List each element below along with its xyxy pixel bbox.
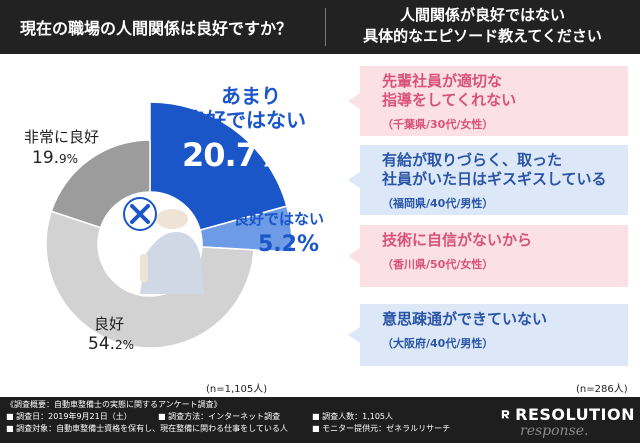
episode-text: 先輩社員が適切な 指導をしてくれない <box>382 72 618 110</box>
slice-value-not-good: 5.2% <box>258 232 320 257</box>
episode-respondent: （香川県/50代/女性） <box>382 258 494 271</box>
slice-label-not-good: 良好ではない <box>234 210 325 228</box>
episodes-title-line2: 具体的なエピソード教えてください <box>363 27 602 45</box>
episode-card-tail <box>348 172 360 188</box>
header-bar: 現在の職場の人間関係は良好ですか？ 人間関係が良好ではない 具体的なエピソード教… <box>0 0 640 54</box>
episodes-sample-size: (n=286人) <box>576 384 628 395</box>
chart-sample-size: (n=1,105人) <box>206 384 268 395</box>
slice-value-good: 54.2% <box>88 334 134 354</box>
survey-date: ■ 調査日：2019年9月21日（土） <box>6 412 132 421</box>
episode-card: 有給が取りづらく、取った 社員がいた日はギスギスしている （福岡県/40代/男性） <box>348 145 628 215</box>
survey-overview: 《調査概要：自動車整備士の実態に関するアンケート調査》 <box>6 400 222 409</box>
episode-text: 有給が取りづらく、取った 社員がいた日はギスギスしている <box>382 151 618 189</box>
resolution-logo: RESOLUTION <box>500 403 635 425</box>
slice-label-good: 良好 <box>94 315 125 333</box>
episode-text-line1: 先輩社員が適切な <box>382 72 503 90</box>
slice-label-very-good: 非常に良好 <box>24 128 100 146</box>
episodes-title: 人間関係が良好ではない 具体的なエピソード教えてください <box>330 5 635 49</box>
episode-card-tail <box>348 327 360 343</box>
person-shirt <box>140 232 204 294</box>
episode-respondent: （福岡県/40代/男性） <box>382 197 494 210</box>
episode-text-line1: 技術に自信がないから <box>382 231 533 249</box>
slice-value-very-good: 19.9% <box>32 148 78 168</box>
episode-card: 技術に自信がないから （香川県/50代/女性） <box>348 225 628 287</box>
episode-text-line2: 指導をしてくれない <box>382 91 517 109</box>
person-hand <box>140 254 148 282</box>
survey-method: ■ 調査方法：インターネット調査 <box>158 412 281 421</box>
survey-count: ■ 調査人数：1,105人 <box>312 412 394 421</box>
slice-value-main: 19. <box>32 148 60 168</box>
header-divider <box>325 8 326 46</box>
slice-value-small: 2% <box>115 338 135 352</box>
episode-card: 先輩社員が適切な 指導をしてくれない （千葉県/30代/女性） <box>348 66 628 136</box>
person-illustration <box>140 209 204 294</box>
response-watermark: response. <box>520 423 589 439</box>
pie-chart <box>45 101 293 349</box>
episode-text: 技術に自信がないから <box>382 231 618 250</box>
person-face <box>156 209 188 229</box>
episode-text: 意思疎通ができていない <box>382 310 618 329</box>
chart-title: 現在の職場の人間関係は良好ですか？ <box>20 19 293 38</box>
episode-text-line1: 有給が取りづらく、取った <box>382 151 563 169</box>
episode-card-tail <box>348 248 360 264</box>
survey-monitor: ■ モニター提供元：ゼネラルリサーチ <box>312 424 451 433</box>
slice-value-small: 9% <box>59 152 79 166</box>
resolution-logo-icon <box>501 410 510 419</box>
episode-respondent: （大阪府/40代/男性） <box>382 337 494 350</box>
resolution-logo-text: RESOLUTION <box>515 404 635 424</box>
survey-footer: 《調査概要：自動車整備士の実態に関するアンケート調査》 ■ 調査日：2019年9… <box>0 397 640 443</box>
pie-slices <box>45 101 293 349</box>
episode-card: 意思疎通ができていない （大阪府/40代/男性） <box>348 304 628 366</box>
episodes-title-line1: 人間関係が良好ではない <box>399 6 565 24</box>
episode-text-line2: 社員がいた日はギスギスしている <box>382 170 607 188</box>
slice-label-not-very-good: あまり 良好ではない <box>186 84 316 132</box>
slice-value-main: 54. <box>88 334 116 354</box>
episode-respondent: （千葉県/30代/女性） <box>382 118 494 131</box>
x-mark-icon <box>123 197 157 231</box>
slice-value-not-very-good: 20.7% <box>182 136 289 174</box>
slice-label-line2: 良好ではない <box>186 108 306 132</box>
survey-target: ■ 調査対象：自動車整備士資格を保有し、現在整備に関わる仕事をしている人 <box>6 424 288 433</box>
episode-text-line1: 意思疎通ができていない <box>382 310 548 328</box>
episode-card-tail <box>348 93 360 109</box>
slice-label-line1: あまり <box>221 84 281 108</box>
